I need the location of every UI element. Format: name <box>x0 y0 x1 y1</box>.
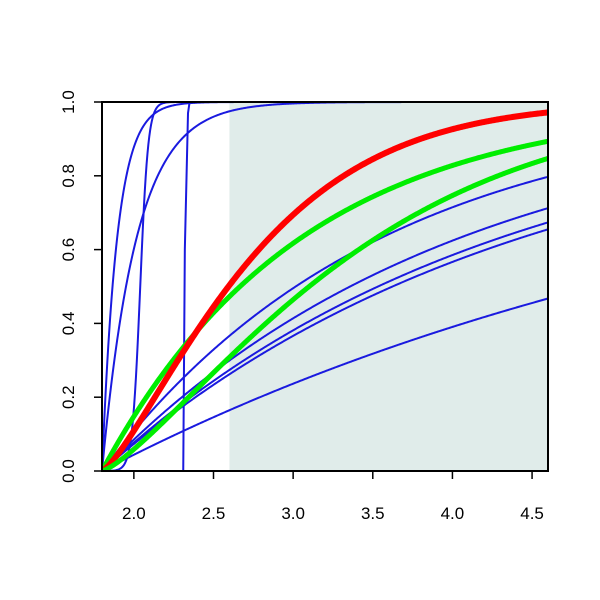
y-tick-label: 0.0 <box>59 459 78 483</box>
series-8-blue-line <box>102 175 548 471</box>
x-axis: 2.0 2.5 3.0 3.5 4.0 4.5 <box>122 471 544 523</box>
series-3-blue-line <box>102 102 548 471</box>
plot-frame <box>101 101 549 472</box>
series-7-blue-line <box>102 207 548 471</box>
y-tick-label: 0.2 <box>59 385 78 409</box>
x-tick-label: 3.0 <box>281 504 305 523</box>
y-tick-label: 0.4 <box>59 312 78 336</box>
y-tick-label: 0.6 <box>59 238 78 262</box>
x-tick-label: 4.5 <box>520 504 544 523</box>
y-tick-label: 0.8 <box>59 164 78 188</box>
series-11-green-line <box>102 156 548 471</box>
x-tick-label: 4.0 <box>441 504 465 523</box>
y-axis: 0.0 0.2 0.4 0.6 0.8 1.0 <box>59 90 102 483</box>
x-tick-label: 3.5 <box>361 504 385 523</box>
series-4-blue-line <box>102 297 548 471</box>
series-10-red-line <box>102 109 548 471</box>
y-tick-label: 1.0 <box>59 90 78 114</box>
series-9-green-line <box>102 138 548 471</box>
x-tick-label: 2.5 <box>202 504 226 523</box>
x-tick-label: 2.0 <box>122 504 146 523</box>
shaded-region <box>229 102 548 471</box>
series-0-blue-line <box>102 102 548 471</box>
